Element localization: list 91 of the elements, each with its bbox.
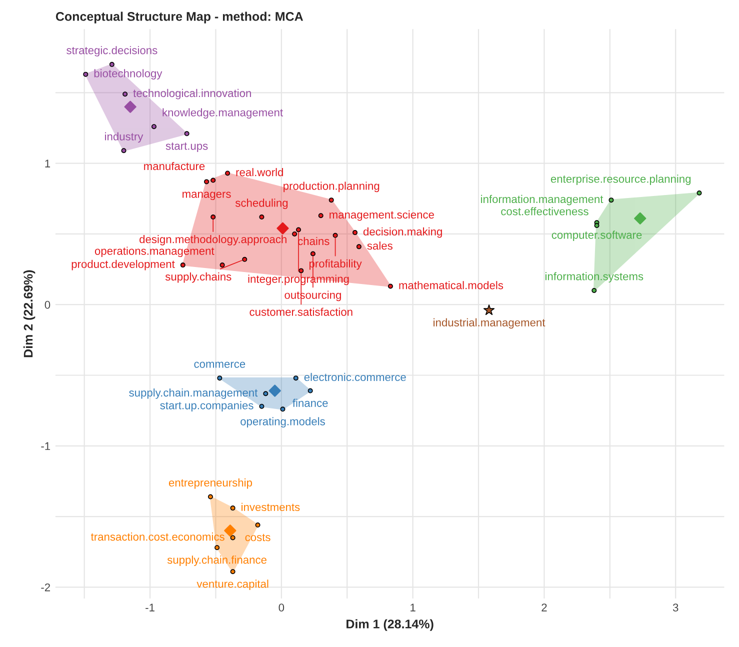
point (293, 376, 298, 381)
point (292, 231, 298, 236)
y-axis-title: Dim 2 (22.69%) (23, 270, 36, 358)
point (259, 404, 264, 409)
x-tick-label: 0 (278, 604, 284, 612)
annotation: cost.effectiveness (501, 207, 588, 216)
point (388, 284, 393, 289)
annotation: supply.chain.finance (167, 556, 266, 566)
annotation: operating.models (240, 417, 325, 428)
annotation: information.systems (545, 272, 644, 282)
annotation: managers (182, 192, 231, 200)
point (318, 213, 324, 218)
point (696, 190, 702, 196)
point (332, 232, 338, 238)
annotation: design.methodology.approach (140, 235, 286, 246)
point (592, 288, 597, 293)
point (263, 391, 268, 396)
annotation: finance (292, 398, 328, 407)
annotation: start.up.companies (160, 401, 254, 412)
point (310, 251, 316, 256)
point (308, 388, 313, 394)
point (217, 376, 222, 381)
annotation: supply.chain.management (129, 388, 258, 399)
point (328, 198, 334, 203)
annotation: costs (245, 534, 270, 542)
point (230, 506, 236, 511)
point (352, 230, 358, 236)
x-axis-title: Dim 1 (28.14%) (346, 619, 434, 631)
annotation: information.management (481, 194, 604, 206)
point (608, 198, 614, 203)
annotation: real.world (236, 168, 283, 176)
point (225, 170, 230, 176)
point (122, 92, 128, 97)
point (280, 406, 286, 412)
annotation: production.planning (284, 182, 380, 192)
annotation: start.ups (166, 142, 208, 152)
point (259, 214, 264, 220)
point (121, 148, 126, 154)
annotation: electronic.commerce (304, 372, 406, 382)
chart-title: Conceptual Structure Map - method: MCA (56, 12, 304, 24)
point (180, 262, 186, 268)
point (208, 494, 213, 500)
x-tick-label: 2 (542, 604, 547, 612)
point (83, 72, 88, 77)
annotation: biotechnology (94, 69, 162, 80)
annotation: industry (105, 132, 144, 143)
y-tick-label: -1 (41, 442, 50, 450)
point (242, 256, 248, 262)
annotation: computer.software (552, 230, 642, 242)
annotation: customer.satisfaction (250, 308, 352, 316)
annotation: supply.chains (165, 272, 232, 283)
annotation: enterprise.resource.planning (550, 174, 691, 185)
x-tick-label: 1 (410, 604, 416, 612)
y-tick-label: -2 (41, 583, 50, 592)
point (296, 227, 302, 232)
annotation: industrial.management (434, 318, 546, 329)
annotation: entrepreneurship (168, 478, 252, 489)
y-tick-label: 1 (45, 160, 50, 168)
x-tick-label: -1 (146, 604, 154, 612)
point (298, 268, 304, 274)
point (210, 178, 216, 183)
annotation: sales (367, 242, 392, 250)
annotation: scheduling (235, 198, 288, 210)
point (151, 124, 156, 130)
annotation: venture.capital (196, 580, 268, 590)
annotation: strategic.decisions (66, 46, 158, 56)
point (594, 222, 600, 228)
point (255, 522, 260, 528)
annotation: management.science (330, 210, 434, 221)
point (356, 244, 362, 250)
point (230, 569, 236, 574)
point (220, 262, 225, 268)
annotation: operations.management (94, 246, 214, 258)
point (210, 214, 216, 220)
annotation: manufacture (144, 162, 205, 170)
annotation: product.development (72, 260, 175, 270)
annotation: decision.making (363, 227, 442, 238)
point (230, 535, 236, 540)
annotation: commerce (194, 362, 246, 368)
point (483, 304, 495, 316)
point (204, 179, 210, 184)
annotation: technological.innovation (133, 88, 251, 100)
annotation: investments (242, 502, 300, 512)
point (214, 545, 220, 550)
y-tick-label: 0 (44, 300, 50, 309)
point (184, 131, 190, 136)
annotation: mathematical.models (399, 281, 504, 290)
annotation: transaction.cost.economics (90, 532, 224, 541)
annotation: knowledge.management (162, 108, 283, 119)
point (109, 62, 114, 67)
x-tick-label: 3 (672, 604, 678, 612)
